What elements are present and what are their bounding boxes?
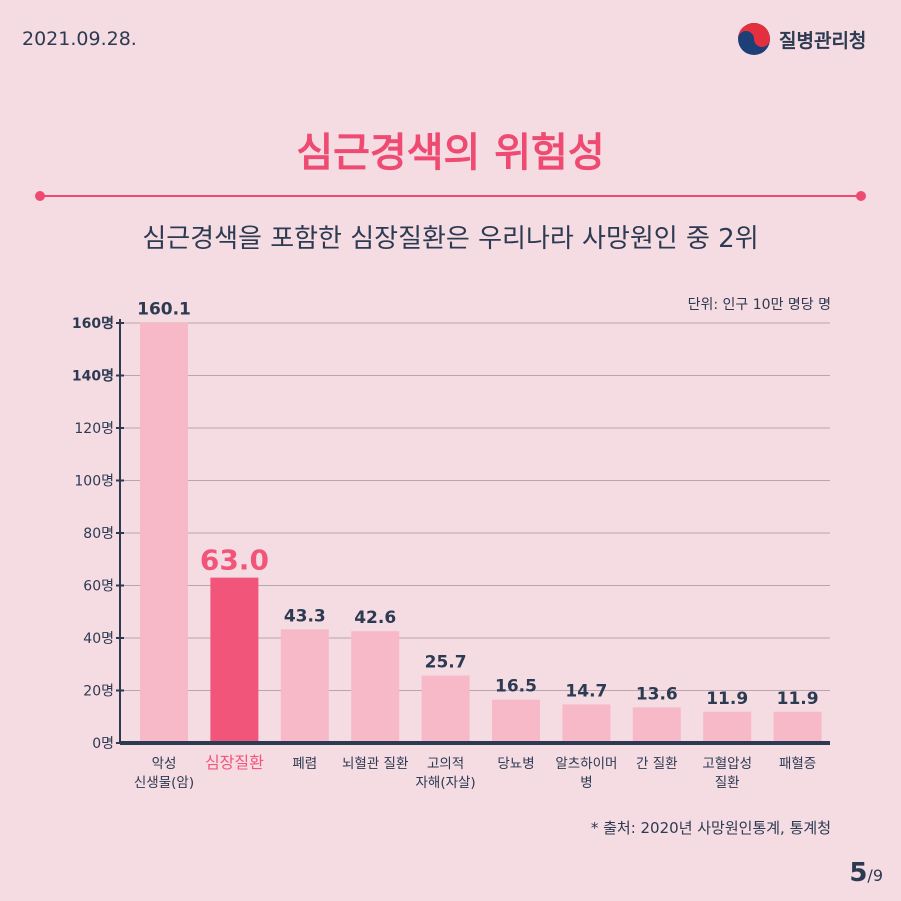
y-tick-label: 80명 (83, 526, 114, 542)
pagination: 5/9 (849, 858, 883, 888)
x-tick-label: 악성 (152, 756, 177, 772)
y-tick-label: 120명 (74, 421, 114, 437)
title-divider (40, 195, 861, 197)
bar (703, 711, 752, 743)
source-note: * 출처: 2020년 사망원인통계, 통계청 (590, 819, 831, 837)
data-label: 43.3 (284, 606, 326, 626)
bar (421, 675, 470, 743)
bar (492, 699, 540, 743)
data-label: 14.7 (565, 681, 607, 701)
x-tick-label: 고의적 (427, 756, 464, 772)
x-tick-label: 폐렴 (292, 756, 317, 772)
y-tick-label: 100명 (74, 474, 114, 490)
x-tick-label: 고혈압성 (702, 756, 752, 772)
data-label: 11.9 (706, 689, 748, 709)
x-tick-label: 알츠하이머 (555, 756, 617, 772)
page-total: /9 (867, 866, 883, 885)
x-tick-label: 질환 (715, 775, 740, 791)
y-tick-label: 160명 (72, 315, 114, 332)
bar (210, 577, 259, 743)
x-tick-label: 당뇨병 (497, 756, 534, 772)
y-tick-label: 60명 (83, 579, 114, 595)
x-tick-label: 간 질환 (636, 756, 678, 772)
y-tick-label: 40명 (83, 631, 114, 647)
data-label: 25.7 (425, 653, 467, 673)
bar (351, 631, 400, 743)
bar (773, 711, 822, 743)
data-label: 160.1 (137, 300, 191, 320)
date: 2021.09.28. (22, 28, 137, 50)
bar (632, 707, 681, 743)
subtitle: 심근경색을 포함한 심장질환은 우리나라 사망원인 중 2위 (142, 224, 759, 254)
x-tick-label: 뇌혈관 질환 (342, 756, 408, 772)
data-label: 16.5 (495, 677, 537, 697)
y-tick-label: 0명 (92, 736, 114, 752)
page-title: 심근경색의 위험성 (296, 130, 605, 176)
org-name: 질병관리청 (779, 29, 867, 52)
x-tick-label: 자해(자살) (415, 775, 475, 791)
data-label: 42.6 (354, 608, 396, 628)
data-label: 63.0 (200, 544, 269, 577)
bar (280, 629, 329, 743)
bar (140, 322, 188, 743)
page-current: 5 (849, 858, 868, 888)
x-tick-label: 신생물(암) (134, 775, 194, 791)
x-tick-label: 패혈증 (779, 756, 816, 772)
unit-label: 단위: 인구 10만 명당 명 (687, 297, 831, 313)
data-label: 13.6 (636, 684, 678, 704)
y-tick-label: 20명 (83, 684, 114, 700)
x-tick-label: 병 (580, 775, 592, 791)
rule-dot-right (856, 191, 866, 201)
taegeuk-logo-icon (738, 23, 770, 55)
x-tick-label: 심장질환 (205, 753, 264, 772)
bar (562, 704, 611, 743)
org-logo: 질병관리청 (737, 22, 866, 56)
data-label: 11.9 (777, 689, 819, 709)
y-tick-label: 140명 (72, 368, 114, 385)
